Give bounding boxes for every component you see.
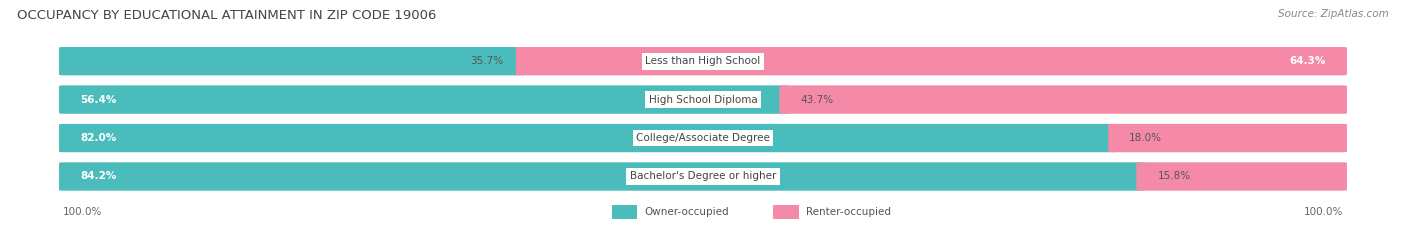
FancyBboxPatch shape — [59, 86, 789, 114]
Text: 35.7%: 35.7% — [470, 56, 503, 66]
Text: Renter-occupied: Renter-occupied — [806, 207, 890, 217]
FancyBboxPatch shape — [59, 86, 1347, 114]
Text: Source: ZipAtlas.com: Source: ZipAtlas.com — [1278, 9, 1389, 19]
FancyBboxPatch shape — [612, 205, 637, 219]
Text: 100.0%: 100.0% — [1303, 207, 1343, 217]
FancyBboxPatch shape — [59, 162, 1347, 191]
Text: 15.8%: 15.8% — [1157, 171, 1191, 182]
Text: 56.4%: 56.4% — [80, 95, 117, 105]
FancyBboxPatch shape — [59, 47, 1347, 75]
FancyBboxPatch shape — [1108, 124, 1347, 152]
Text: Owner-occupied: Owner-occupied — [644, 207, 728, 217]
Text: 18.0%: 18.0% — [1129, 133, 1163, 143]
FancyBboxPatch shape — [516, 47, 1347, 75]
Text: 82.0%: 82.0% — [80, 133, 117, 143]
FancyBboxPatch shape — [773, 205, 799, 219]
Text: College/Associate Degree: College/Associate Degree — [636, 133, 770, 143]
FancyBboxPatch shape — [59, 162, 1144, 191]
Text: Less than High School: Less than High School — [645, 56, 761, 66]
Text: Bachelor's Degree or higher: Bachelor's Degree or higher — [630, 171, 776, 182]
Text: 100.0%: 100.0% — [63, 207, 103, 217]
Text: OCCUPANCY BY EDUCATIONAL ATTAINMENT IN ZIP CODE 19006: OCCUPANCY BY EDUCATIONAL ATTAINMENT IN Z… — [17, 9, 436, 22]
FancyBboxPatch shape — [59, 47, 524, 75]
Text: 64.3%: 64.3% — [1289, 56, 1326, 66]
Text: 84.2%: 84.2% — [80, 171, 117, 182]
Text: High School Diploma: High School Diploma — [648, 95, 758, 105]
FancyBboxPatch shape — [779, 86, 1347, 114]
FancyBboxPatch shape — [59, 124, 1116, 152]
FancyBboxPatch shape — [59, 124, 1347, 152]
FancyBboxPatch shape — [1136, 162, 1347, 191]
Text: 43.7%: 43.7% — [800, 95, 834, 105]
